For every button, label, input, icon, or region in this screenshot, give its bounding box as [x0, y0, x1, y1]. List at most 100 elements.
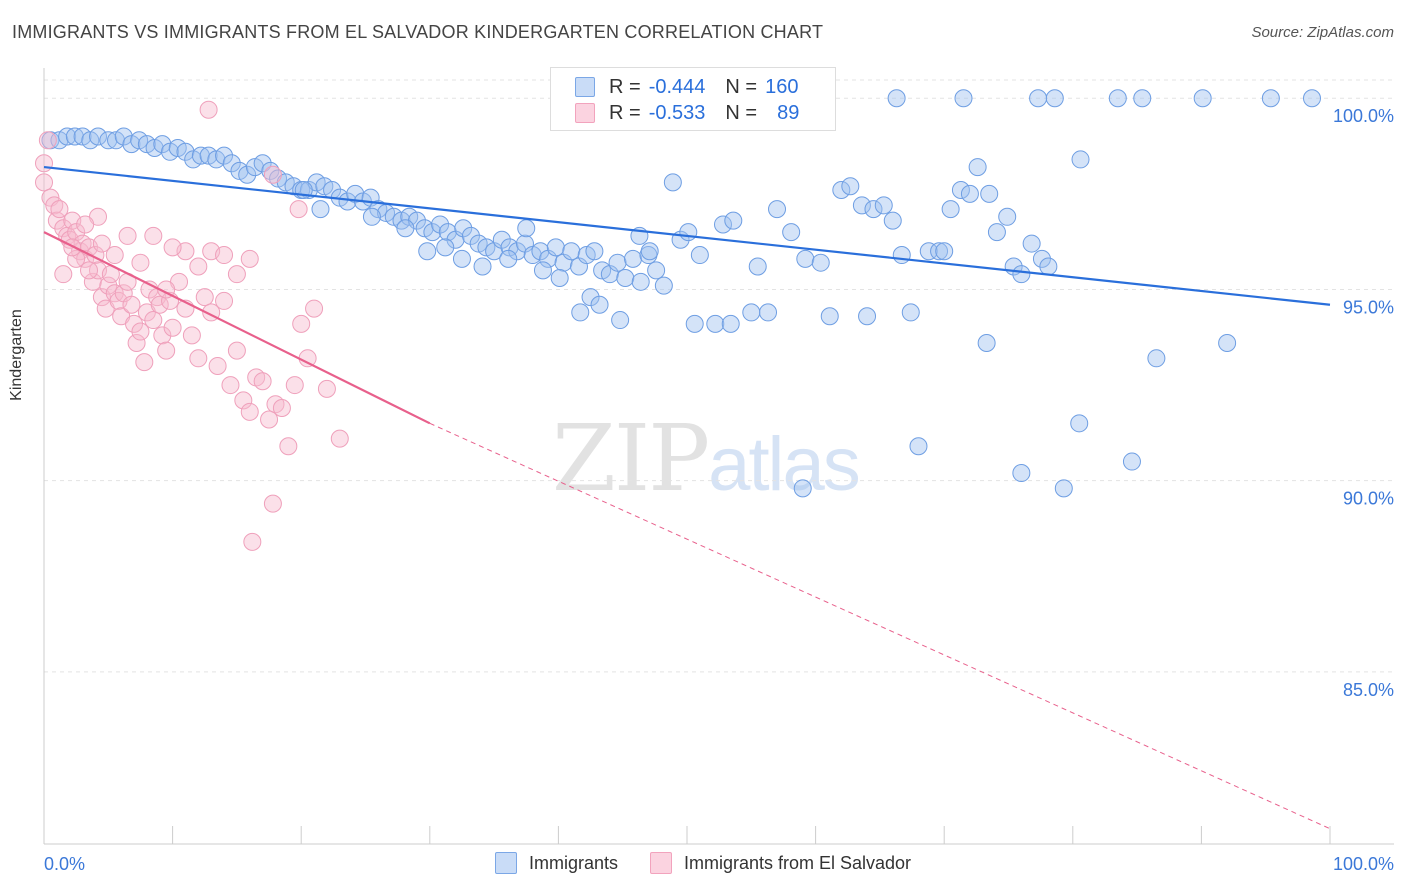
legend-row-immigrants: R = -0.444 N = 160 — [551, 75, 798, 99]
el-salvador-point — [99, 276, 118, 295]
immigrants-point — [887, 89, 906, 108]
immigrants-point — [531, 242, 550, 261]
immigrants-point — [968, 158, 987, 177]
immigrants-point — [238, 165, 257, 184]
el-salvador-point — [240, 249, 259, 268]
el-salvador-point — [195, 288, 214, 307]
immigrants-point — [935, 242, 954, 261]
immigrants-point — [1032, 249, 1051, 268]
el-salvador-point — [125, 314, 144, 333]
legend-label-immigrants: Immigrants — [528, 852, 618, 873]
immigrants-point — [640, 242, 659, 261]
immigrants-point — [714, 215, 733, 234]
immigrants-point — [585, 242, 604, 261]
el-salvador-point — [150, 295, 169, 314]
immigrants-point — [864, 200, 883, 219]
legend-swatch-blue — [575, 77, 595, 97]
legend-r-value: -0.533 — [648, 101, 706, 124]
immigrants-point — [215, 146, 234, 165]
immigrants-point — [909, 437, 928, 456]
immigrants-point — [759, 303, 778, 322]
immigrants-point — [1012, 265, 1031, 284]
immigrants-point — [1070, 414, 1089, 433]
chart-title: IMMIGRANTS VS IMMIGRANTS FROM EL SALVADO… — [12, 22, 824, 42]
el-salvador-point — [263, 165, 282, 184]
immigrants-point — [1071, 150, 1090, 169]
el-salvador-point — [105, 246, 124, 265]
immigrants-point — [508, 242, 527, 261]
immigrants-point — [951, 181, 970, 200]
legend-n-value: 160 — [765, 75, 799, 98]
immigrants-point — [998, 207, 1017, 226]
immigrants-point — [852, 196, 871, 215]
legend-swatch-pink — [575, 103, 595, 123]
immigrants-point — [191, 146, 210, 165]
el-salvador-point — [35, 173, 53, 192]
el-salvador-point — [92, 234, 111, 253]
immigrants-point — [623, 249, 642, 268]
immigrants-point — [724, 211, 743, 230]
immigrants-point — [581, 288, 600, 307]
el-salvador-point — [157, 341, 176, 360]
immigrants-point — [1054, 479, 1073, 498]
el-salvador-point — [144, 226, 163, 245]
el-salvador-point — [317, 379, 336, 398]
immigrants-point — [153, 135, 172, 154]
immigrants-point — [311, 200, 330, 219]
el-salvador-point — [38, 131, 57, 150]
el-salvador-point — [67, 223, 86, 242]
el-salvador-point — [292, 314, 311, 333]
immigrants-point — [690, 246, 709, 265]
immigrants-point — [418, 242, 437, 261]
el-salvador-point — [263, 494, 282, 513]
immigrants-point — [1029, 89, 1048, 108]
legend-item-el-salvador: Immigrants from El Salvador — [649, 852, 911, 874]
el-salvador-point — [35, 154, 53, 173]
immigrants-point — [492, 230, 511, 249]
y-tick-label: 90.0% — [1343, 489, 1394, 509]
immigrants-trend-line — [43, 165, 1331, 306]
immigrants-point — [654, 276, 673, 295]
immigrants-point — [782, 223, 801, 242]
x-tick-label: 0.0% — [44, 854, 85, 874]
immigrants-point — [396, 219, 415, 238]
immigrants-point — [517, 219, 536, 238]
immigrants-point — [721, 314, 740, 333]
el-salvador-trend-line — [43, 231, 431, 425]
watermark-atlas: atlas — [708, 422, 861, 507]
immigrants-point — [473, 257, 492, 276]
immigrants-point — [590, 295, 609, 314]
immigrants-point — [1193, 89, 1212, 108]
el-salvador-point — [234, 391, 253, 410]
el-salvador-point — [122, 295, 141, 314]
immigrants-point — [1122, 452, 1141, 471]
immigrants-point — [960, 184, 979, 203]
y-tick-label: 85.0% — [1343, 680, 1394, 700]
immigrants-point — [631, 272, 650, 291]
el-salvador-point — [215, 246, 234, 265]
immigrants-point — [768, 200, 787, 219]
immigrants-point — [362, 207, 381, 226]
legend-r-label: R = — [609, 75, 641, 98]
el-salvador-point — [260, 410, 279, 429]
el-salvador-point — [240, 402, 259, 421]
el-salvador-point — [127, 334, 146, 353]
el-salvador-point — [131, 253, 150, 272]
immigrants-point — [892, 246, 911, 265]
legend-n-label: N = — [725, 101, 758, 124]
immigrants-point — [452, 249, 471, 268]
immigrants-point — [423, 223, 442, 242]
stats-legend: R = -0.444 N = 160 R = -0.533 N = 89 — [550, 67, 836, 131]
immigrants-point — [1147, 349, 1166, 368]
immigrants-point — [663, 173, 682, 192]
watermark: ZIPatlas — [552, 405, 861, 512]
immigrants-point — [793, 479, 812, 498]
el-salvador-point — [330, 429, 349, 448]
legend-item-immigrants: Immigrants — [494, 852, 618, 874]
el-salvador-point — [67, 249, 86, 268]
watermark-zip: ZIP — [552, 405, 710, 512]
el-salvador-point — [189, 349, 208, 368]
legend-r-value: -0.444 — [648, 75, 706, 98]
immigrants-point — [176, 142, 195, 161]
